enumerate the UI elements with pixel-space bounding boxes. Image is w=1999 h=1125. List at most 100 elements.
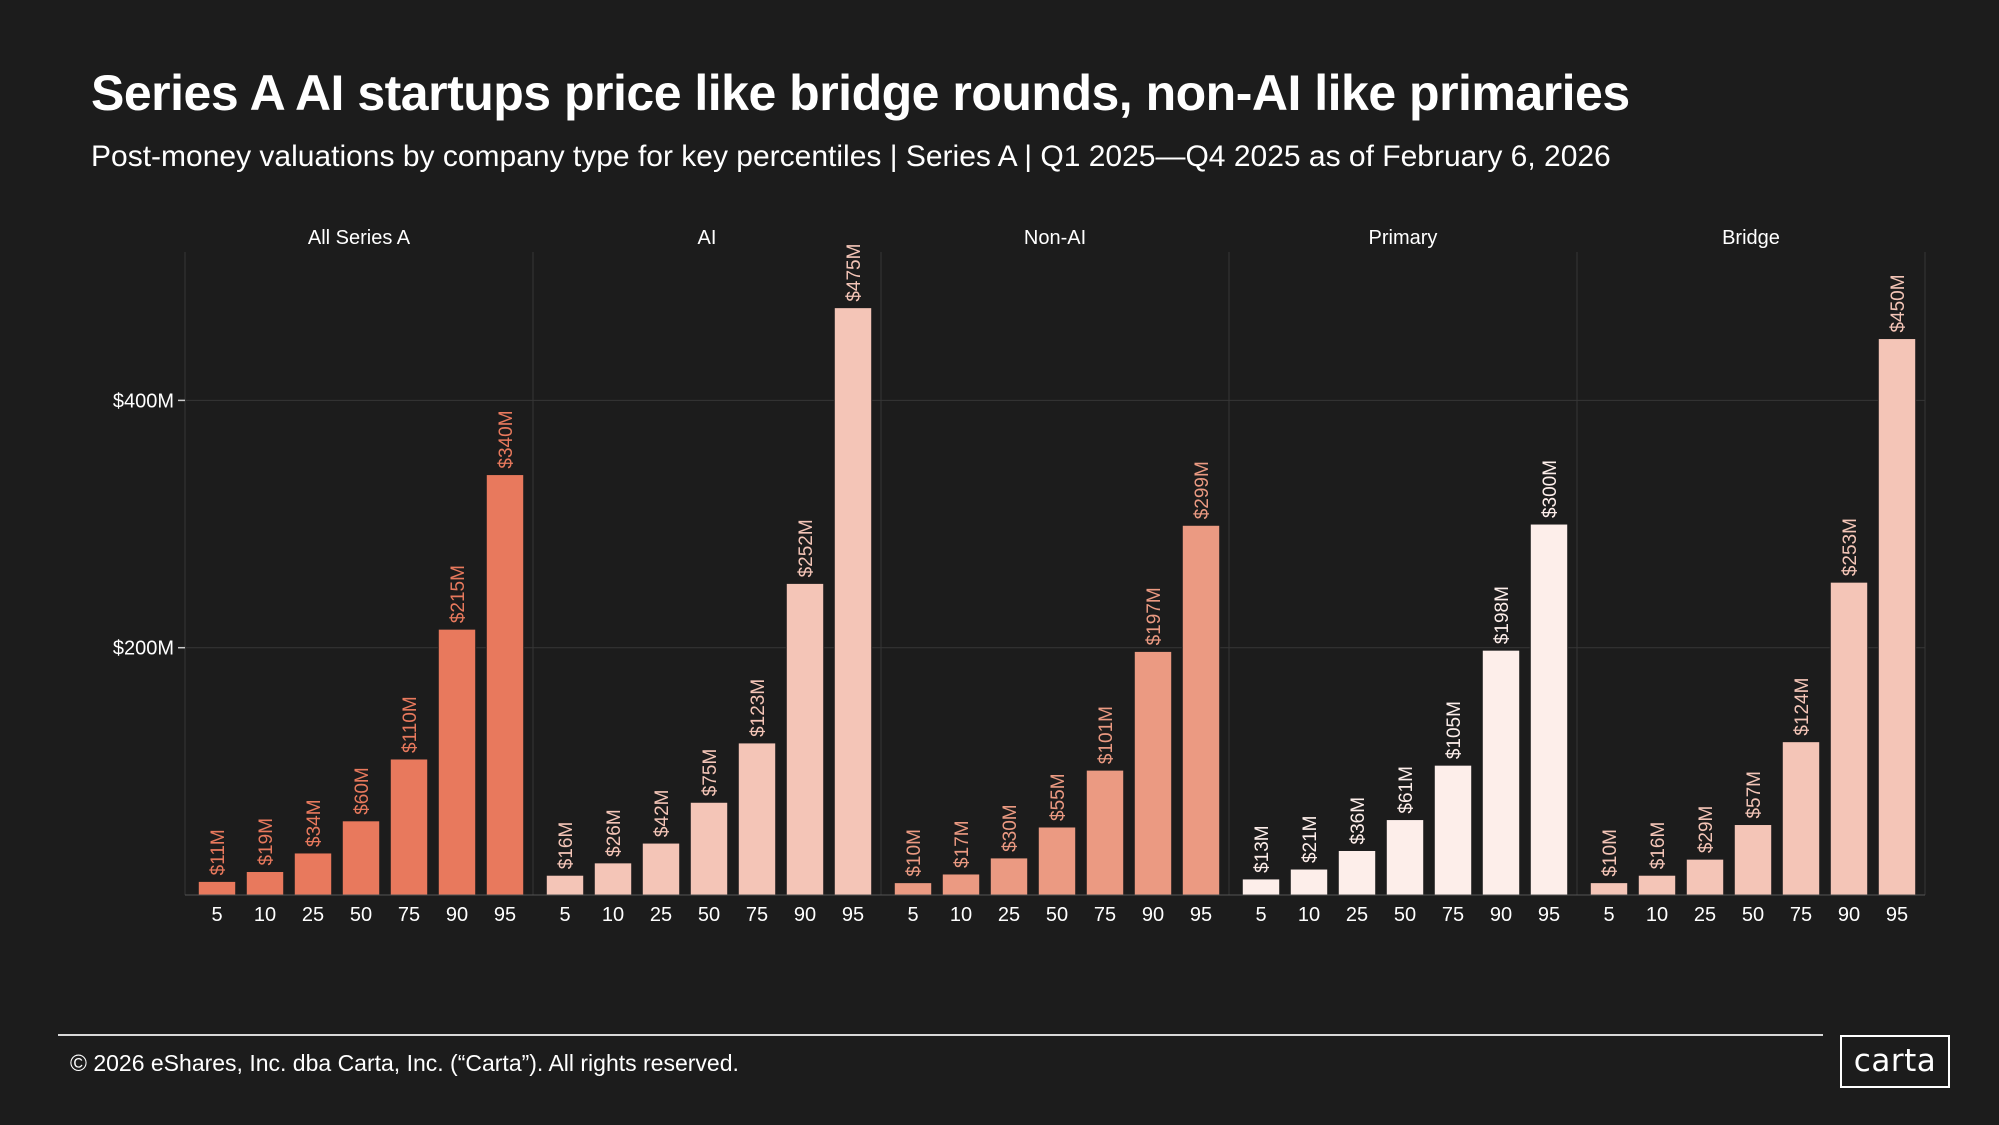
x-tick-label-2-0: 5 — [907, 904, 918, 926]
bar-0-3 — [341, 820, 381, 896]
bar-2-5 — [1133, 650, 1173, 896]
faceted-bar-chart: $200M $400M All Series A $11M 5 $19M 10 $34M 25 $… — [113, 227, 1926, 926]
chart-title: Series A AI startups price like bridge r… — [91, 65, 1630, 121]
data-label-4-0: $10M — [1600, 829, 1621, 877]
data-label-3-3: $61M — [1396, 766, 1417, 814]
x-tick-label-4-4: 75 — [1790, 904, 1812, 926]
x-tick-label-0-6: 95 — [494, 904, 516, 926]
bar-4-6 — [1877, 338, 1917, 896]
bar-0-6 — [485, 474, 525, 896]
x-tick-label-3-3: 50 — [1394, 904, 1416, 926]
bar-1-1 — [593, 862, 633, 896]
bar-0-1 — [245, 871, 285, 896]
data-label-4-5: $253M — [1840, 518, 1861, 576]
x-tick-label-4-0: 5 — [1603, 904, 1614, 926]
data-label-0-6: $340M — [496, 410, 517, 468]
x-tick-label-2-6: 95 — [1190, 904, 1212, 926]
x-tick-label-3-5: 90 — [1490, 904, 1512, 926]
facet-label-3: Primary — [1369, 227, 1438, 249]
x-tick-label-0-3: 50 — [350, 904, 372, 926]
bar-1-2 — [641, 842, 681, 896]
data-label-2-4: $101M — [1096, 706, 1117, 764]
data-label-4-6: $450M — [1888, 274, 1909, 332]
data-label-1-1: $26M — [604, 809, 625, 857]
data-label-0-0: $11M — [208, 829, 229, 875]
x-tick-label-0-2: 25 — [302, 904, 324, 926]
x-tick-label-3-2: 25 — [1346, 904, 1368, 926]
carta-logo-text: carta — [1853, 1043, 1937, 1079]
bar-2-0 — [893, 882, 933, 896]
data-label-2-1: $17M — [952, 820, 973, 868]
bar-0-0 — [197, 880, 237, 896]
bar-3-6 — [1529, 523, 1569, 896]
bar-3-5 — [1481, 649, 1521, 896]
data-label-1-4: $123M — [748, 679, 769, 737]
data-label-0-1: $19M — [256, 818, 277, 866]
data-label-1-5: $252M — [796, 519, 817, 577]
x-tick-label-0-1: 10 — [254, 904, 276, 926]
bar-2-6 — [1181, 524, 1221, 896]
x-tick-label-3-1: 10 — [1298, 904, 1320, 926]
x-tick-label-1-3: 50 — [698, 904, 720, 926]
x-tick-label-3-4: 75 — [1442, 904, 1464, 926]
bar-3-4 — [1433, 764, 1473, 896]
bar-4-3 — [1733, 824, 1773, 896]
bar-1-4 — [737, 742, 777, 896]
x-tick-label-2-2: 25 — [998, 904, 1020, 926]
y-tick-label-0: $200M — [113, 638, 174, 660]
bar-3-3 — [1385, 819, 1425, 896]
x-tick-label-4-3: 50 — [1742, 904, 1764, 926]
bar-2-4 — [1085, 769, 1125, 896]
x-tick-label-1-2: 25 — [650, 904, 672, 926]
bar-1-0 — [545, 874, 585, 896]
bar-3-1 — [1289, 868, 1329, 896]
data-label-4-1: $16M — [1648, 822, 1669, 870]
x-tick-label-2-3: 50 — [1046, 904, 1068, 926]
facet-label-0: All Series A — [308, 227, 411, 249]
bar-2-2 — [989, 857, 1029, 896]
facet-label-2: Non-AI — [1024, 227, 1086, 249]
data-label-4-2: $29M — [1696, 806, 1717, 854]
x-tick-label-0-0: 5 — [211, 904, 222, 926]
x-tick-label-1-0: 5 — [559, 904, 570, 926]
x-tick-label-4-1: 10 — [1646, 904, 1668, 926]
data-label-0-5: $215M — [448, 565, 469, 623]
data-label-2-5: $197M — [1144, 587, 1165, 645]
data-label-3-1: $21M — [1300, 816, 1321, 864]
data-label-1-0: $16M — [556, 822, 577, 870]
x-tick-label-1-1: 10 — [602, 904, 624, 926]
x-tick-label-1-6: 95 — [842, 904, 864, 926]
bar-2-3 — [1037, 826, 1077, 896]
facet-label-1: AI — [698, 227, 717, 249]
x-tick-label-4-6: 95 — [1886, 904, 1908, 926]
y-tick-label-1: $400M — [113, 390, 174, 412]
x-tick-label-4-5: 90 — [1838, 904, 1860, 926]
bar-1-6 — [833, 307, 873, 896]
x-tick-label-3-6: 95 — [1538, 904, 1560, 926]
bar-2-1 — [941, 873, 981, 896]
data-label-3-4: $105M — [1444, 701, 1465, 759]
bar-4-0 — [1589, 882, 1629, 896]
data-label-2-6: $299M — [1192, 461, 1213, 519]
x-tick-label-1-5: 90 — [794, 904, 816, 926]
data-label-1-2: $42M — [652, 790, 673, 838]
data-label-1-6: $475M — [844, 244, 865, 302]
data-label-4-3: $57M — [1744, 771, 1765, 819]
x-tick-label-2-1: 10 — [950, 904, 972, 926]
data-label-2-2: $30M — [1000, 804, 1021, 852]
data-label-3-6: $300M — [1540, 460, 1561, 518]
bar-1-3 — [689, 801, 729, 896]
bar-4-5 — [1829, 581, 1869, 896]
bar-0-2 — [293, 852, 333, 896]
facet-label-4: Bridge — [1722, 227, 1780, 249]
copyright-text: © 2026 eShares, Inc. dba Carta, Inc. (“C… — [70, 1050, 739, 1076]
x-tick-label-3-0: 5 — [1255, 904, 1266, 926]
bar-0-4 — [389, 758, 429, 896]
bar-4-2 — [1685, 858, 1725, 896]
bar-3-2 — [1337, 849, 1377, 896]
data-label-4-4: $124M — [1792, 678, 1813, 736]
data-label-3-5: $198M — [1492, 586, 1513, 644]
data-label-0-4: $110M — [400, 696, 421, 753]
x-tick-label-2-4: 75 — [1094, 904, 1116, 926]
x-tick-label-0-5: 90 — [446, 904, 468, 926]
